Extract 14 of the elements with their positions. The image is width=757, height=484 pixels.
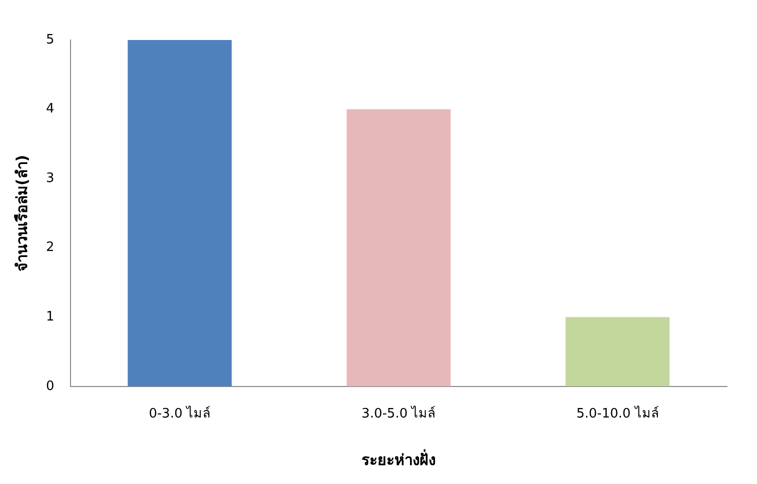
y-axis-title: จำนวนเรือล่ม(ลำ) — [12, 154, 31, 272]
y-tick-label: 0 — [46, 378, 54, 394]
y-tick-label: 4 — [46, 102, 54, 117]
y-tick-label: 5 — [46, 32, 54, 48]
y-tick-label: 3 — [46, 170, 54, 186]
x-tick-label: 3.0-5.0 ไมล์ — [362, 406, 436, 422]
y-tick-label: 2 — [46, 240, 54, 256]
bar — [346, 109, 451, 386]
x-axis-title: ระยะห่างฝั่ง — [362, 448, 436, 469]
bar — [128, 40, 232, 386]
y-tick-label: 1 — [46, 309, 54, 324]
bar — [566, 317, 670, 386]
x-tick-label: 0-3.0 ไมล์ — [148, 406, 211, 422]
x-tick-label: 5.0-10.0 ไมล์ — [576, 406, 659, 422]
